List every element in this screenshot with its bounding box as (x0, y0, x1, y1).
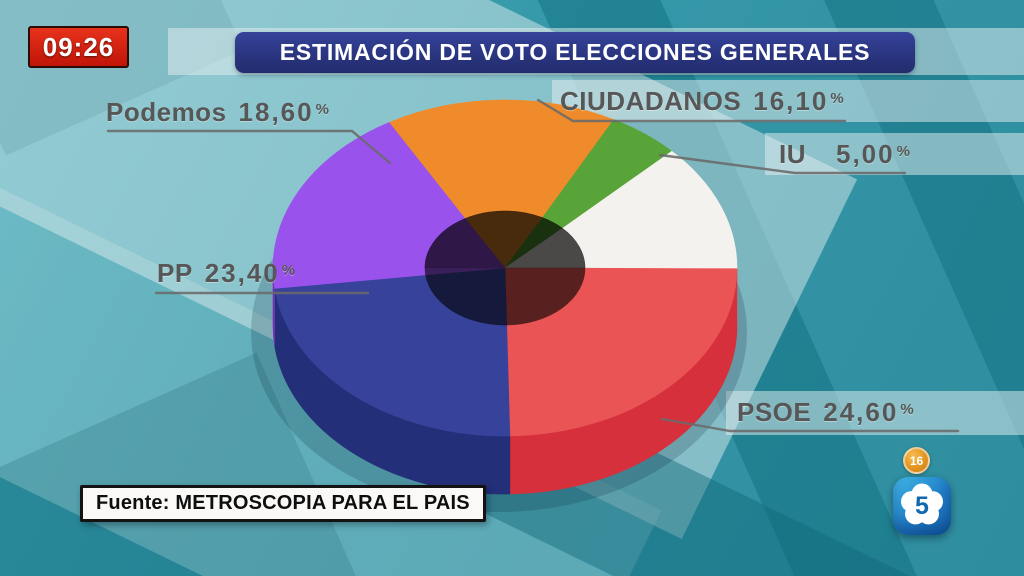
leader-iu (658, 153, 907, 175)
party-value-ciudadanos: 16,10 (753, 86, 829, 116)
telecinco-logo: 5 (893, 477, 951, 535)
percent-sign: % (896, 143, 910, 160)
percent-sign: % (281, 262, 296, 279)
percent-sign: % (830, 90, 844, 107)
strip-ciudadanos (552, 80, 1024, 122)
label-pp: PP 23,40% (157, 258, 295, 289)
party-name-podemos: Podemos (106, 97, 227, 127)
label-ciudadanos: CIUDADANOS 16,10% (560, 86, 844, 117)
page-title: ESTIMACIÓN DE VOTO ELECCIONES GENERALES (279, 39, 871, 65)
percent-sign: % (315, 101, 329, 118)
leader-ciudadanos (536, 98, 847, 123)
telecinco-five: 5 (915, 492, 929, 520)
party-value-podemos: 18,60 (238, 97, 314, 127)
leader-lines (106, 98, 960, 433)
clock: 09:26 (28, 26, 129, 68)
strip-psoe (726, 391, 1024, 435)
party-name-ciudadanos: CIUDADANOS (560, 86, 742, 116)
party-name-pp: PP (157, 258, 193, 288)
party-name-iu: IU (779, 139, 806, 169)
label-iu: IU 5,00% (779, 139, 910, 170)
telecinco-flower-icon: 5 (901, 483, 943, 525)
party-value-iu: 5,00 (836, 139, 895, 169)
percent-sign: % (900, 401, 914, 418)
leader-podemos (106, 129, 392, 165)
party-value-psoe: 24,60 (823, 397, 899, 427)
strip-iu (765, 133, 1024, 175)
source-box: Fuente: METROSCOPIA PARA EL PAIS (80, 485, 486, 522)
party-value-pp: 23,40 (204, 258, 280, 288)
donut-slices (251, 99, 747, 512)
label-psoe: PSOE 24,60% (737, 397, 914, 428)
label-podemos: Podemos 18,60% (106, 97, 329, 128)
age-rating-badge: 16 (903, 447, 930, 474)
party-name-psoe: PSOE (737, 397, 812, 427)
header-banner: ESTIMACIÓN DE VOTO ELECCIONES GENERALES (235, 32, 915, 73)
leader-psoe (660, 417, 960, 433)
